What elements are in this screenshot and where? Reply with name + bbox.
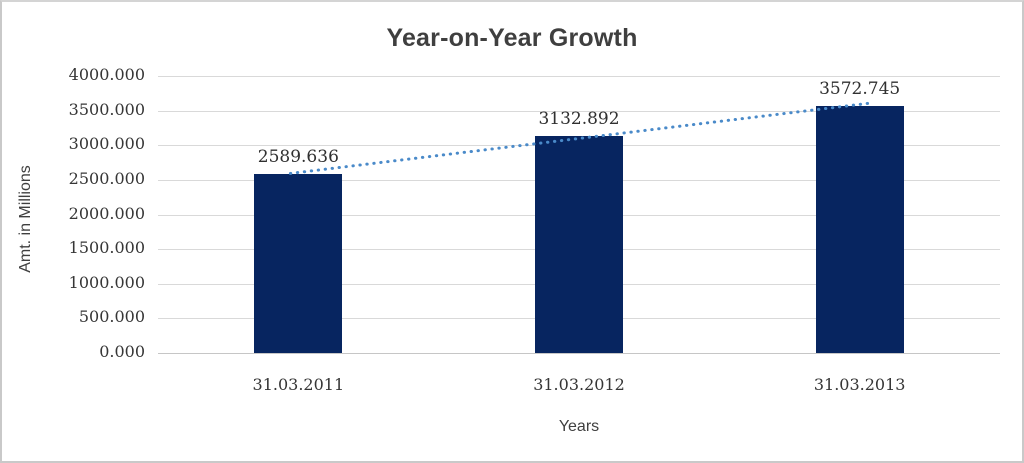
y-tick-label: 1000.000 [68, 272, 145, 292]
y-tick-label: 2000.000 [68, 203, 145, 223]
x-axis-title: Years [558, 418, 600, 435]
x-tick-label: 31.03.2011 [252, 375, 345, 394]
bar-value-label: 2589.636 [257, 146, 339, 167]
x-tick-label: 31.03.2013 [813, 375, 906, 394]
x-tick-label: 31.03.2012 [533, 375, 625, 394]
bar-31.03.2011 [254, 173, 343, 353]
y-tick-label: 0.000 [99, 342, 145, 361]
y-tick-label: 2500.000 [68, 168, 145, 188]
bar-31.03.2012 [535, 136, 623, 353]
y-axis-title: Amt. in Millions [17, 165, 34, 273]
y-tick-label: 500.000 [78, 307, 145, 327]
bar-value-label: 3132.892 [538, 109, 620, 130]
gridline [158, 76, 1000, 77]
chart-title: Year-on-Year Growth [386, 24, 638, 52]
bar-value-label: 3572.745 [819, 78, 901, 99]
y-tick-label: 4000.000 [68, 65, 145, 84]
y-tick-label: 3500.000 [68, 99, 145, 119]
x-axis-line [158, 353, 1000, 354]
y-tick-label: 1500.000 [68, 238, 145, 258]
y-tick-label: 3000.000 [68, 134, 145, 154]
bar-31.03.2013 [815, 105, 904, 353]
